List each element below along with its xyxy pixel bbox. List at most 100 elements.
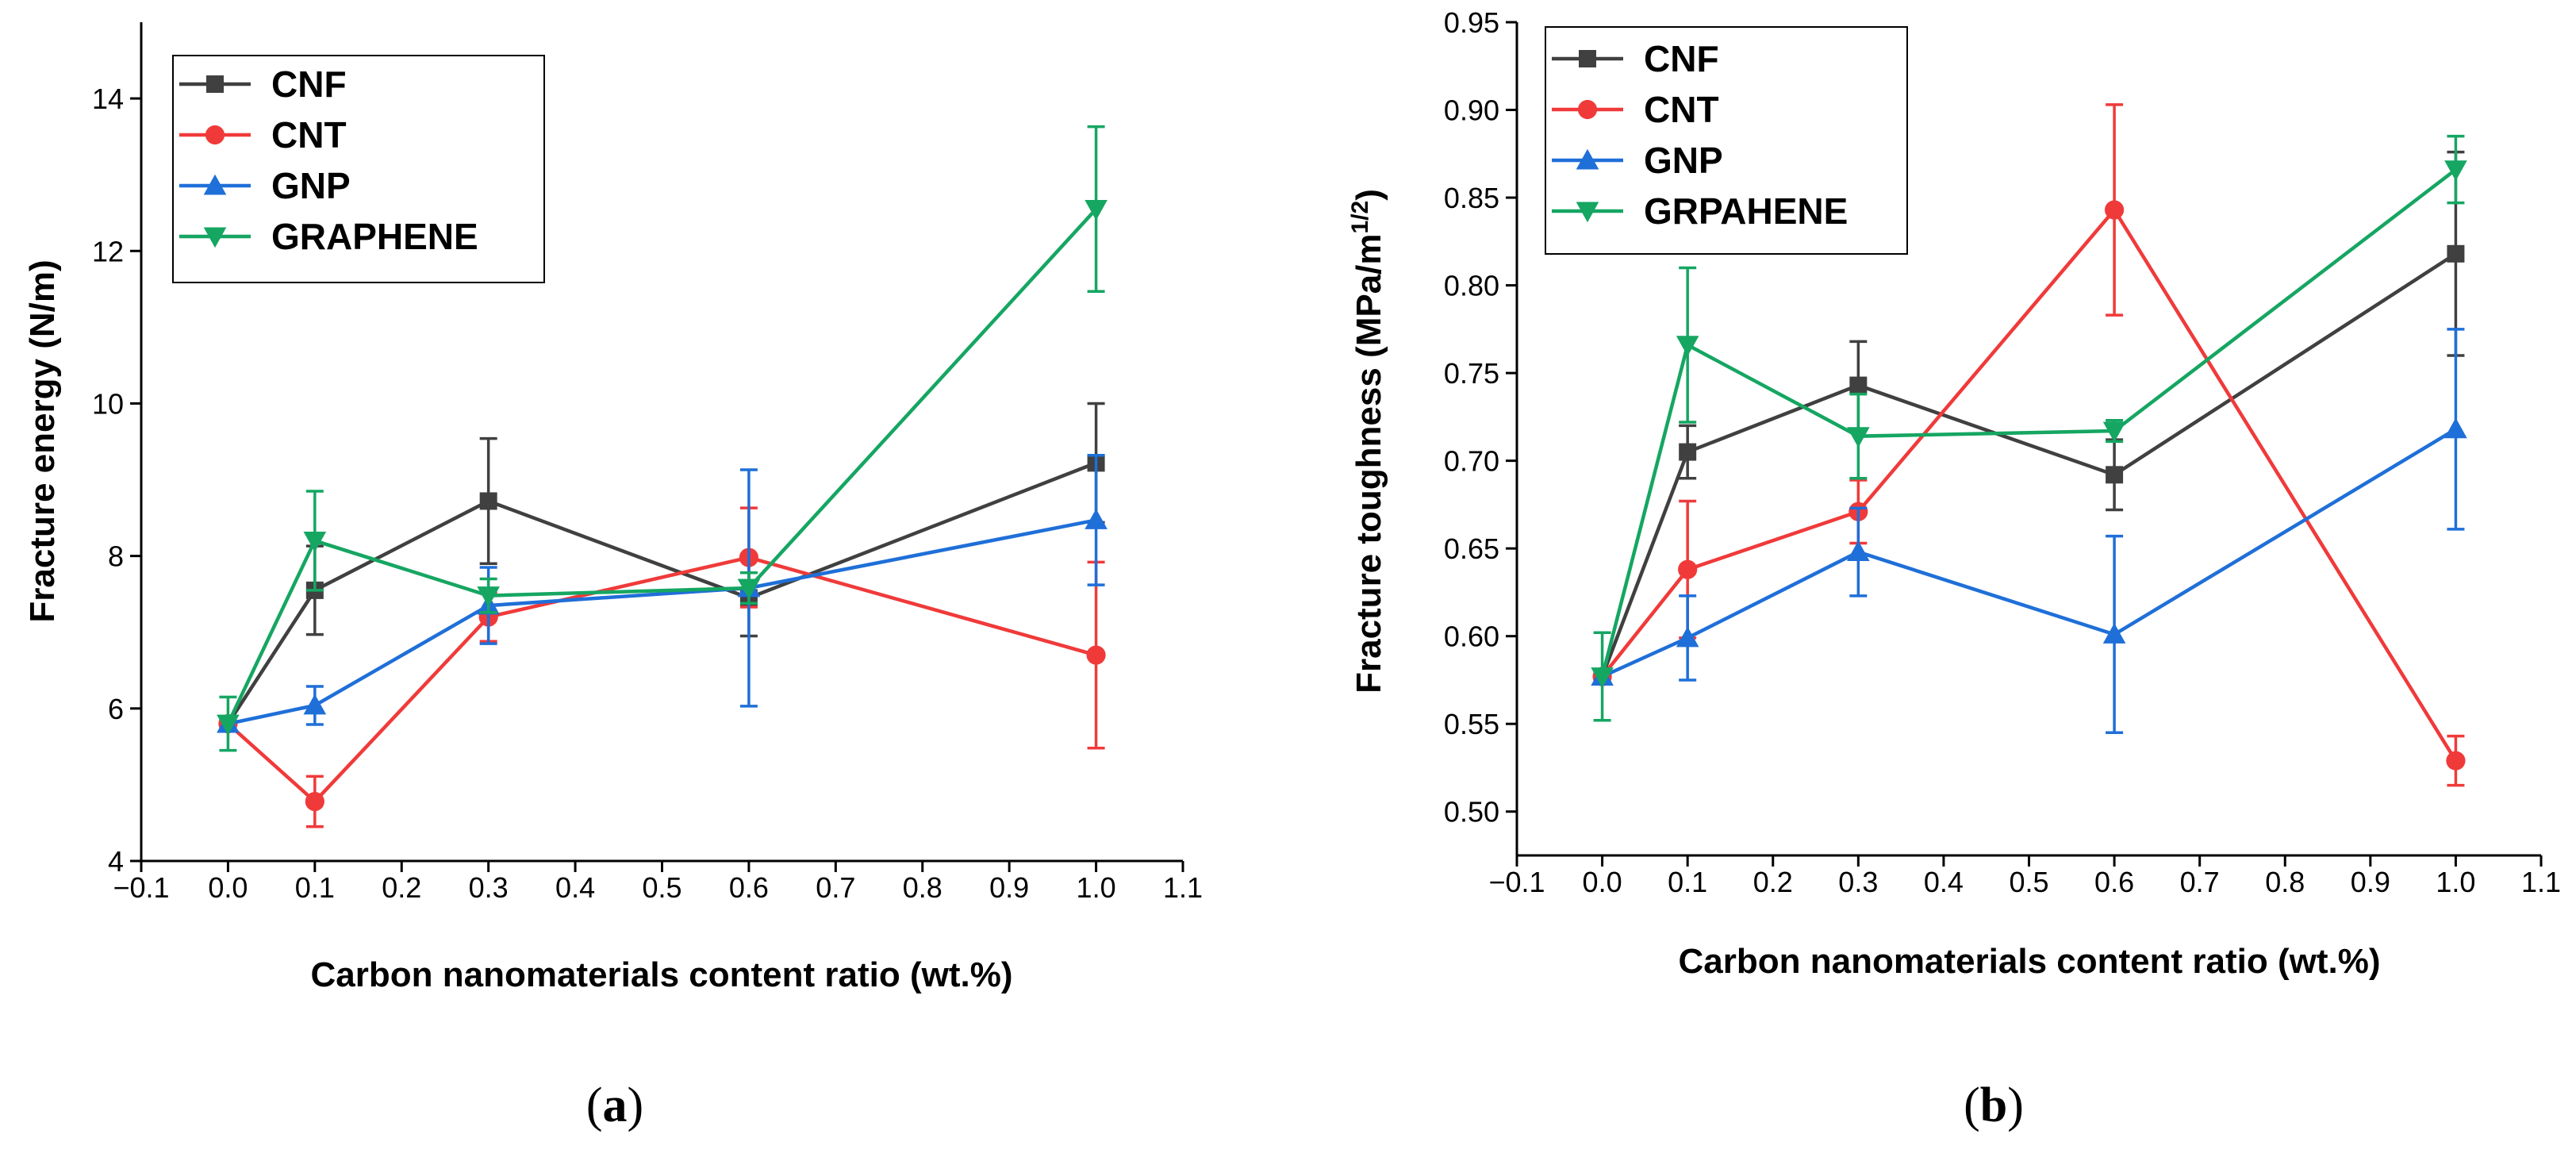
data-point bbox=[303, 531, 327, 552]
legend-entry-cnf: CNF bbox=[1552, 38, 1719, 79]
data-point bbox=[2106, 466, 2124, 484]
series-layer bbox=[217, 125, 1108, 828]
legend-frame bbox=[172, 55, 545, 283]
y-tick-label: 6 bbox=[108, 693, 124, 725]
data-point bbox=[1676, 336, 1699, 357]
legend-entry-grpahene: GRPAHENE bbox=[1552, 190, 1848, 232]
series-gnp bbox=[217, 454, 1108, 733]
series-grpahene bbox=[1591, 134, 2467, 722]
data-point bbox=[2444, 160, 2467, 181]
x-tick-label: 0.7 bbox=[816, 871, 855, 904]
x-axis-title: Carbon nanomaterials content ratio (wt.%… bbox=[311, 955, 1013, 994]
y-tick-label: 14 bbox=[92, 83, 124, 115]
y-axis-title: Fracture energy (N/m) bbox=[23, 259, 62, 622]
legend: CNF CNT GNP GRAPHENE bbox=[172, 55, 545, 283]
data-point bbox=[1847, 540, 1870, 562]
legend-label: CNF bbox=[271, 63, 347, 105]
legend-label: GRPAHENE bbox=[1644, 190, 1848, 232]
x-tick-label: −0.1 bbox=[1488, 866, 1545, 898]
legend-label: CNF bbox=[1644, 38, 1719, 79]
data-point bbox=[1085, 199, 1108, 221]
panel-b: 0.50 0.55 0.60 0.65 0.70 0.75 0.80 0.85 0.90 0.95… bbox=[1347, 6, 2561, 1132]
legend-entry-gnp: GNP bbox=[179, 165, 351, 206]
x-tick-label: 0.3 bbox=[469, 871, 509, 904]
legend-marker bbox=[1576, 202, 1599, 223]
x-tick-label: 0.9 bbox=[989, 871, 1029, 904]
legend-label: GNP bbox=[1644, 140, 1723, 181]
data-point bbox=[1847, 427, 1870, 448]
x-tick-label: 1.0 bbox=[2436, 866, 2475, 898]
legend-marker bbox=[205, 125, 225, 145]
series-cnt bbox=[218, 506, 1106, 828]
y-tick-label: 0.55 bbox=[1444, 708, 1499, 740]
legend-entry-cnt: CNT bbox=[179, 114, 347, 156]
x-tick-label: 0.4 bbox=[1924, 866, 1964, 898]
data-point bbox=[737, 578, 761, 600]
x-tick-label: 0.1 bbox=[1668, 866, 1707, 898]
caption-open: ( bbox=[586, 1078, 603, 1132]
panel-caption: (b) bbox=[1964, 1078, 2024, 1132]
legend-entry-cnf: CNF bbox=[179, 63, 347, 105]
y-tick-label: 10 bbox=[92, 387, 124, 420]
caption-close: ) bbox=[628, 1078, 644, 1132]
data-point bbox=[479, 492, 497, 510]
series-layer bbox=[1591, 103, 2467, 787]
legend-marker bbox=[1576, 148, 1599, 170]
legend-marker bbox=[1579, 50, 1596, 67]
series-line-graphene bbox=[226, 207, 1098, 725]
y-axis-title-close: ) bbox=[1349, 189, 1388, 201]
x-tick-label: −0.1 bbox=[113, 871, 169, 904]
y-tick-label: 0.70 bbox=[1444, 445, 1499, 478]
data-point bbox=[2102, 623, 2126, 644]
legend-marker bbox=[203, 174, 227, 195]
x-tick-label: 0.5 bbox=[642, 871, 681, 904]
x-tick-label: 0.4 bbox=[555, 871, 595, 904]
y-tick-label: 12 bbox=[92, 235, 124, 267]
legend-entries: CNF CNT GNP GRAPHENE bbox=[179, 63, 478, 257]
x-tick-label: 1.1 bbox=[2521, 866, 2561, 898]
panel-caption: (a) bbox=[586, 1078, 643, 1132]
legend-marker bbox=[1577, 99, 1598, 120]
data-point bbox=[217, 714, 240, 736]
data-point bbox=[2446, 751, 2466, 771]
x-axis-title: Carbon nanomaterials content ratio (wt.%… bbox=[1679, 942, 2381, 981]
legend-label: CNT bbox=[271, 114, 347, 156]
data-point bbox=[1676, 626, 1699, 648]
data-point bbox=[1679, 443, 1697, 461]
caption-close: ) bbox=[2007, 1078, 2024, 1132]
series-line-cnt bbox=[1600, 206, 2458, 762]
y-tick-label: 0.65 bbox=[1444, 532, 1499, 565]
panel-a: 4 6 8 10 12 14 −0.1 0.0 0.1 0.2 0.3 0.4 0.5 0.6 0.7 0.… bbox=[23, 22, 1203, 1132]
y-ticks: 4 6 8 10 12 14 bbox=[92, 83, 141, 878]
data-point bbox=[1678, 559, 1698, 579]
y-tick-label: 0.80 bbox=[1444, 270, 1499, 302]
x-tick-label: 1.1 bbox=[1163, 871, 1203, 904]
x-tick-label: 0.6 bbox=[2094, 866, 2134, 898]
x-tick-label: 0.2 bbox=[1753, 866, 1793, 898]
series-gnp bbox=[1591, 328, 2467, 735]
caption-letter: a bbox=[603, 1078, 628, 1132]
legend-entry-cnt: CNT bbox=[1552, 89, 1719, 130]
x-tick-label: 0.8 bbox=[903, 871, 942, 904]
x-tick-label: 0.5 bbox=[2009, 866, 2048, 898]
caption-letter: b bbox=[1980, 1078, 2007, 1132]
data-point bbox=[2102, 421, 2126, 443]
data-point bbox=[1591, 667, 1614, 688]
x-tick-label: 0.0 bbox=[1583, 866, 1622, 898]
y-axis-title: Fracture toughness (MPa/m1/2) bbox=[1347, 189, 1388, 694]
x-tick-label: 0.7 bbox=[2180, 866, 2220, 898]
series-graphene bbox=[217, 125, 1108, 752]
legend-marker bbox=[203, 227, 227, 248]
y-tick-label: 0.60 bbox=[1444, 621, 1499, 653]
y-tick-label: 4 bbox=[108, 845, 124, 878]
x-tick-label: 0.0 bbox=[208, 871, 248, 904]
x-tick-label: 0.1 bbox=[295, 871, 335, 904]
legend-marker bbox=[206, 75, 224, 93]
series-line-cnf bbox=[1600, 252, 2457, 678]
x-tick-label: 0.8 bbox=[2265, 866, 2305, 898]
legend-label: GRAPHENE bbox=[271, 216, 478, 257]
data-point bbox=[477, 586, 500, 607]
series-line-gnp bbox=[227, 518, 1097, 726]
y-tick-label: 0.85 bbox=[1444, 182, 1499, 214]
data-point bbox=[305, 791, 324, 812]
